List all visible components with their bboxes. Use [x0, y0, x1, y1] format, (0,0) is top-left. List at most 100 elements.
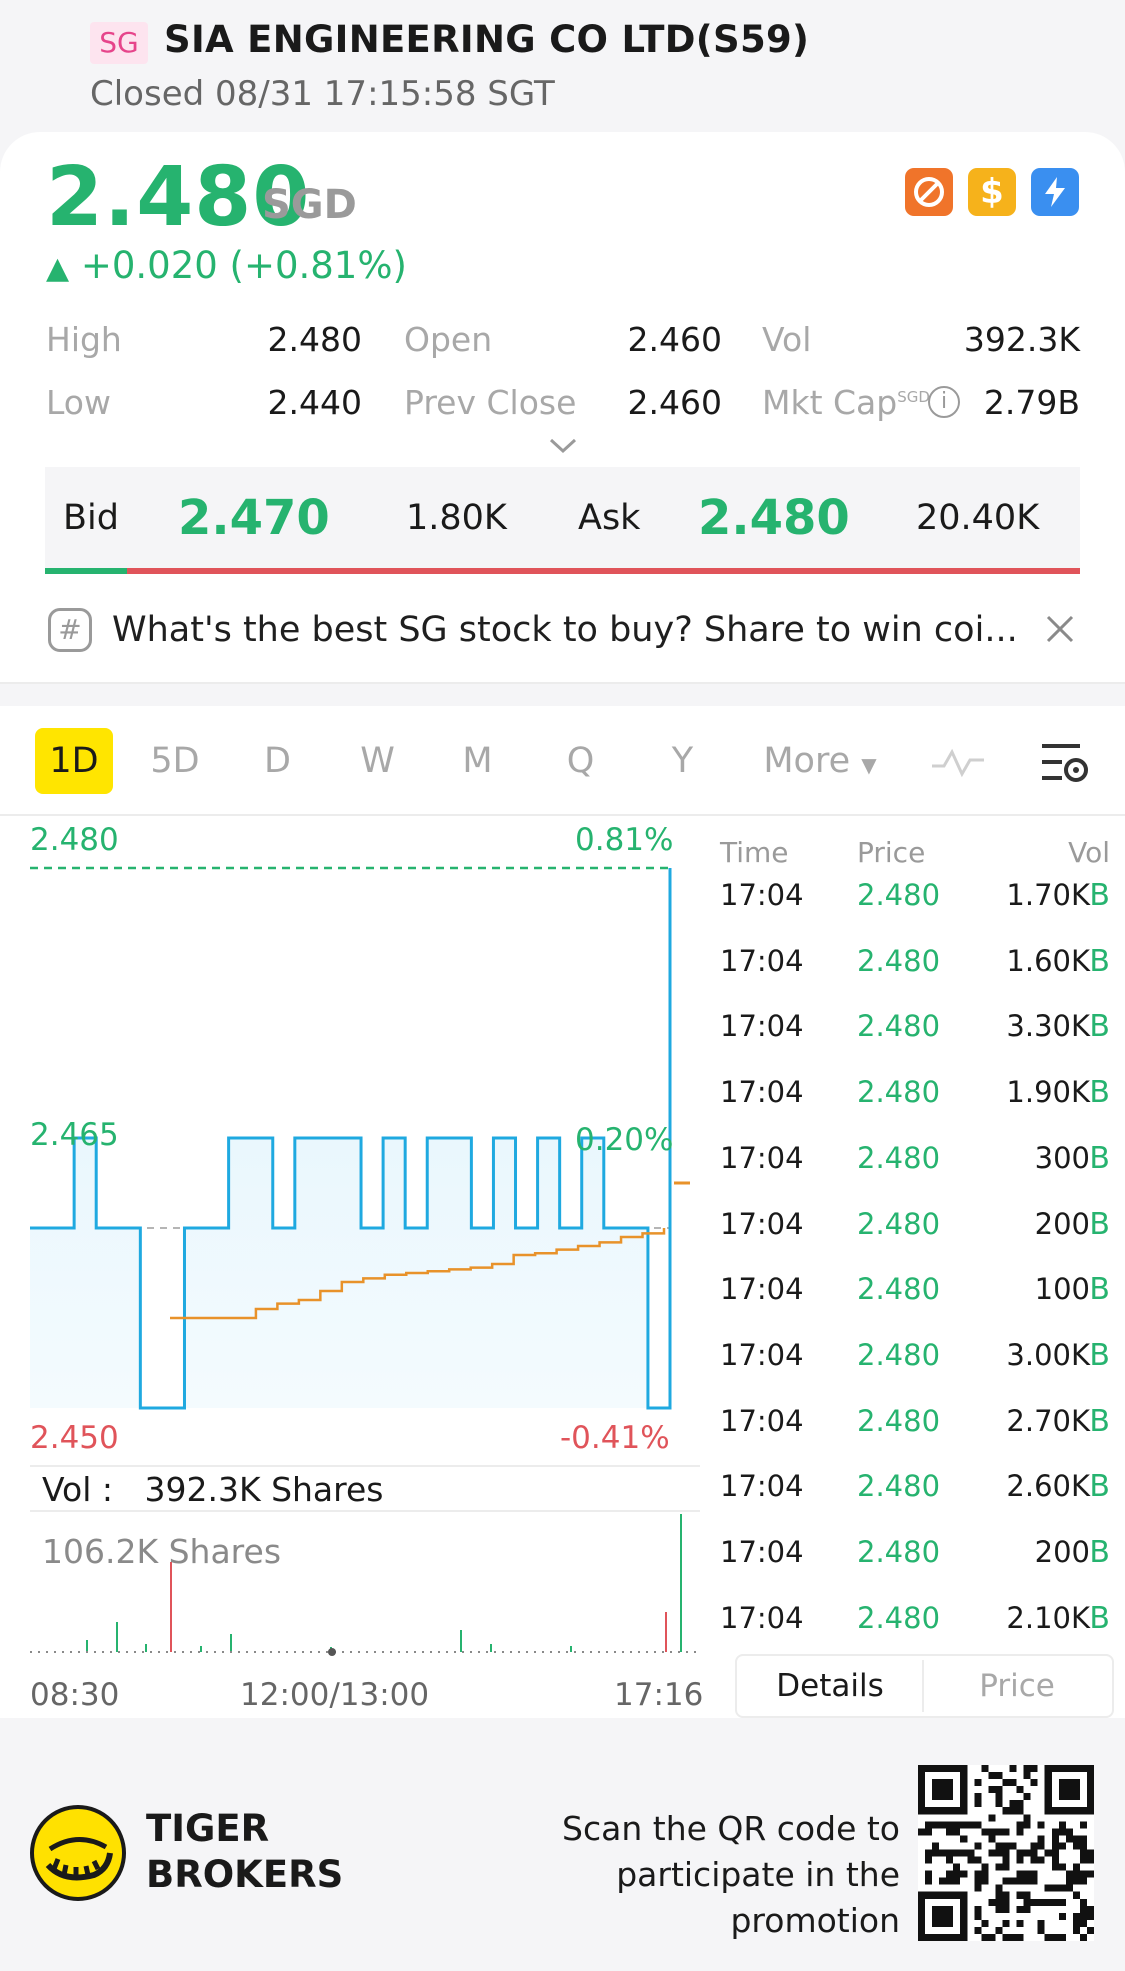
trades-tab-group: [735, 1654, 1114, 1718]
last-price: 2.480: [46, 150, 311, 245]
period-tab-m[interactable]: M: [462, 741, 493, 781]
open-value: 2.460: [627, 320, 722, 359]
period-tab-w[interactable]: W: [360, 741, 395, 781]
trade-volume: 200: [1034, 1535, 1090, 1569]
trades-list[interactable]: 17:04 2.480 1.70K B 17:04 2.480 1.60K B 17:04 2.4…: [720, 878, 1110, 1648]
close-icon[interactable]: [1045, 614, 1075, 648]
period-tab-y[interactable]: Y: [671, 741, 694, 781]
price-axis-mid: 2.465: [30, 1117, 119, 1153]
vol-value: 392.3K: [963, 320, 1080, 359]
volume-bar: [116, 1622, 118, 1652]
trade-volume: 100: [1034, 1272, 1090, 1307]
volume-max-label: 106.2K Shares: [42, 1532, 282, 1571]
no-entry-icon[interactable]: [905, 168, 953, 216]
trade-side: B: [1089, 878, 1110, 913]
trade-price: 2.480: [857, 1337, 941, 1372]
open-label: Open: [404, 320, 493, 359]
indicator-wave-icon[interactable]: [930, 742, 986, 786]
info-icon[interactable]: i: [928, 386, 960, 418]
trade-price: 2.480: [857, 1140, 941, 1175]
scan-line-1: Scan the QR code to: [562, 1809, 900, 1848]
trade-side: B: [1089, 1009, 1110, 1045]
pct-axis-bottom: -0.41%: [560, 1420, 670, 1456]
high-value: 2.480: [267, 320, 362, 359]
trades-header-vol: Vol: [1068, 836, 1110, 869]
trade-side: B: [1089, 1469, 1110, 1505]
period-tab-d[interactable]: D: [264, 741, 291, 781]
prev-close-value: 2.460: [627, 383, 722, 422]
trade-side: B: [1089, 1272, 1110, 1308]
trade-price: 2.480: [857, 1272, 941, 1307]
trade-row: 17:04 2.480 2.10K B: [720, 1601, 1110, 1667]
volume-bar: [680, 1514, 682, 1652]
price-axis-bottom: 2.450: [30, 1420, 119, 1456]
promo-text[interactable]: What's the best SG stock to buy? Share t…: [112, 610, 1018, 650]
price-change-value: +0.020 (+0.81%): [80, 244, 407, 287]
period-tab-5d[interactable]: 5D: [150, 741, 200, 781]
trade-time: 17:04: [720, 1009, 804, 1044]
trade-row: 17:04 2.480 3.00K B: [720, 1338, 1110, 1404]
trade-side: B: [1089, 1206, 1110, 1242]
high-label: High: [46, 320, 122, 359]
price-currency: SGD: [262, 182, 357, 228]
tabs-divider: [0, 814, 1125, 816]
trade-row: 17:04 2.480 300 B: [720, 1141, 1110, 1207]
hashtag-icon: #: [48, 608, 92, 652]
bid-price: 2.470: [178, 490, 330, 546]
lightning-icon[interactable]: [1031, 168, 1079, 216]
mktcap-label: Mkt CapSGD: [762, 383, 930, 422]
tab-price[interactable]: Price: [979, 1668, 1055, 1704]
volume-summary: Vol : 392.3K Shares: [42, 1470, 384, 1509]
volume-bar: [665, 1612, 667, 1652]
volume-bar: [200, 1646, 202, 1652]
bid-label: Bid: [63, 498, 119, 538]
trade-side: B: [1089, 1600, 1110, 1636]
chart-settings-icon[interactable]: [1040, 740, 1090, 790]
trade-row: 17:04 2.480 1.90K B: [720, 1075, 1110, 1141]
price-change: ▲ +0.020 (+0.81%): [46, 244, 407, 287]
price-axis-top: 2.480: [30, 822, 119, 858]
trade-volume: 1.70K: [1006, 878, 1090, 912]
trade-volume: 2.60K: [1006, 1469, 1090, 1504]
volume-bar: [86, 1640, 88, 1652]
trade-time: 17:04: [720, 1075, 804, 1110]
tab-separator: [922, 1660, 924, 1712]
market-tag: SG: [90, 22, 148, 64]
trade-volume: 2.70K: [1006, 1403, 1090, 1438]
trade-time: 17:04: [720, 1206, 804, 1241]
trades-header-time: Time: [720, 836, 789, 869]
bid-ratio-bar: [45, 568, 127, 574]
average-price-line: [170, 1228, 666, 1320]
volume-bar: [230, 1634, 232, 1652]
pct-axis-mid: 0.20%: [575, 1122, 674, 1158]
period-more-dropdown[interactable]: More ▼: [755, 728, 885, 794]
trade-side: B: [1089, 943, 1110, 979]
mktcap-currency: SGD: [897, 388, 930, 406]
tab-details[interactable]: Details: [776, 1668, 884, 1704]
trade-price: 2.480: [857, 1075, 941, 1110]
expand-chevron-icon[interactable]: [548, 436, 578, 460]
ask-ratio-bar: [127, 568, 1080, 574]
trade-price: 2.480: [857, 943, 941, 978]
intraday-price-chart[interactable]: [30, 818, 700, 1468]
low-label: Low: [46, 383, 111, 422]
brand-line-1: TIGER: [146, 1807, 270, 1850]
volume-value: 392.3K Shares: [144, 1470, 384, 1509]
period-tab-q[interactable]: Q: [566, 741, 595, 781]
period-tab-1d[interactable]: 1D: [35, 728, 113, 794]
trade-price: 2.480: [857, 1206, 941, 1241]
trade-time: 17:04: [720, 1535, 804, 1569]
volume-bar: [490, 1644, 492, 1652]
trade-price: 2.480: [857, 1535, 941, 1569]
trade-time: 17:04: [720, 1469, 804, 1504]
trade-volume: 2.10K: [1006, 1600, 1090, 1635]
volume-bar: [170, 1562, 172, 1652]
dollar-icon[interactable]: $: [968, 168, 1016, 216]
trade-price: 2.480: [857, 1469, 941, 1504]
trade-price: 2.480: [857, 1403, 941, 1438]
trade-volume: 3.30K: [1006, 1009, 1090, 1044]
prev-close-label: Prev Close: [404, 383, 577, 422]
trade-time: 17:04: [720, 1403, 804, 1438]
trade-time: 17:04: [720, 1337, 804, 1372]
brand-line-2: BROKERS: [146, 1853, 344, 1896]
